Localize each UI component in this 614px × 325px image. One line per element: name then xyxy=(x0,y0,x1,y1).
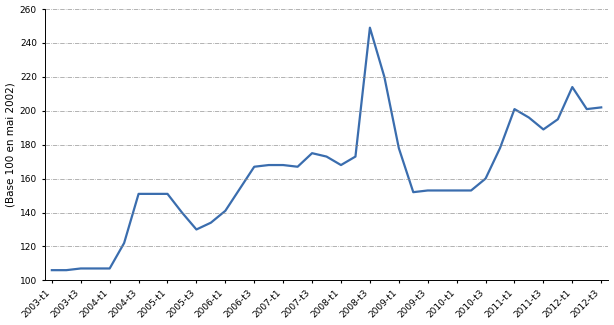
Y-axis label: (Base 100 en mai 2002): (Base 100 en mai 2002) xyxy=(6,82,15,207)
